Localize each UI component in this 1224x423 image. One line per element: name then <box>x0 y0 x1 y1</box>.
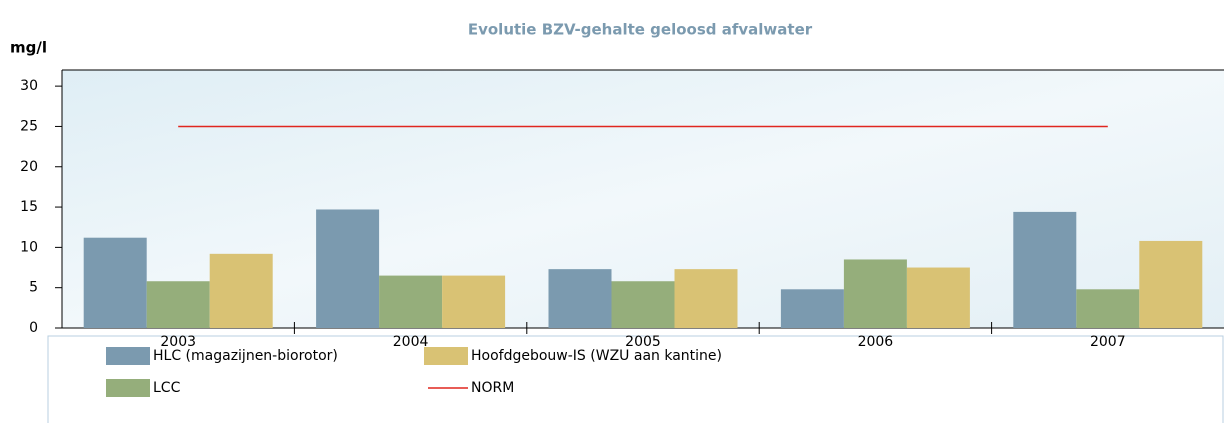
legend-label: HLC (magazijnen-biorotor) <box>153 348 338 364</box>
bar <box>210 254 273 328</box>
y-tick-label: 15 <box>20 199 38 215</box>
legend-label: LCC <box>153 380 181 396</box>
bar <box>84 238 147 328</box>
legend-swatch <box>106 379 150 397</box>
bar <box>907 268 970 328</box>
bar <box>1013 212 1076 328</box>
chart-title: Evolutie BZV-gehalte geloosd afvalwater <box>468 21 813 39</box>
y-axis-label: mg/l <box>10 39 47 57</box>
y-tick-label: 30 <box>20 78 38 94</box>
y-tick-label: 0 <box>29 320 38 336</box>
bar <box>1139 241 1202 328</box>
x-tick-label: 2004 <box>393 334 429 350</box>
legend-swatch <box>106 347 150 365</box>
y-tick-label: 5 <box>29 280 38 296</box>
bar <box>147 281 210 328</box>
legend-swatch <box>424 347 468 365</box>
chart: Evolutie BZV-gehalte geloosd afvalwater … <box>0 0 1224 423</box>
y-tick-label: 25 <box>20 118 38 134</box>
x-tick-label: 2007 <box>1090 334 1126 350</box>
bar <box>379 276 442 328</box>
legend-label: NORM <box>471 380 514 396</box>
bar <box>781 289 844 328</box>
y-tick-label: 20 <box>20 159 38 175</box>
bar <box>612 281 675 328</box>
bar <box>1076 289 1139 328</box>
bar <box>675 269 738 328</box>
bar <box>844 259 907 328</box>
bar <box>549 269 612 328</box>
y-tick-label: 10 <box>20 239 38 255</box>
legend-label: Hoofdgebouw-IS (WZU aan kantine) <box>471 348 722 364</box>
x-tick-label: 2006 <box>858 334 894 350</box>
bar <box>442 276 505 328</box>
bar <box>316 209 379 328</box>
